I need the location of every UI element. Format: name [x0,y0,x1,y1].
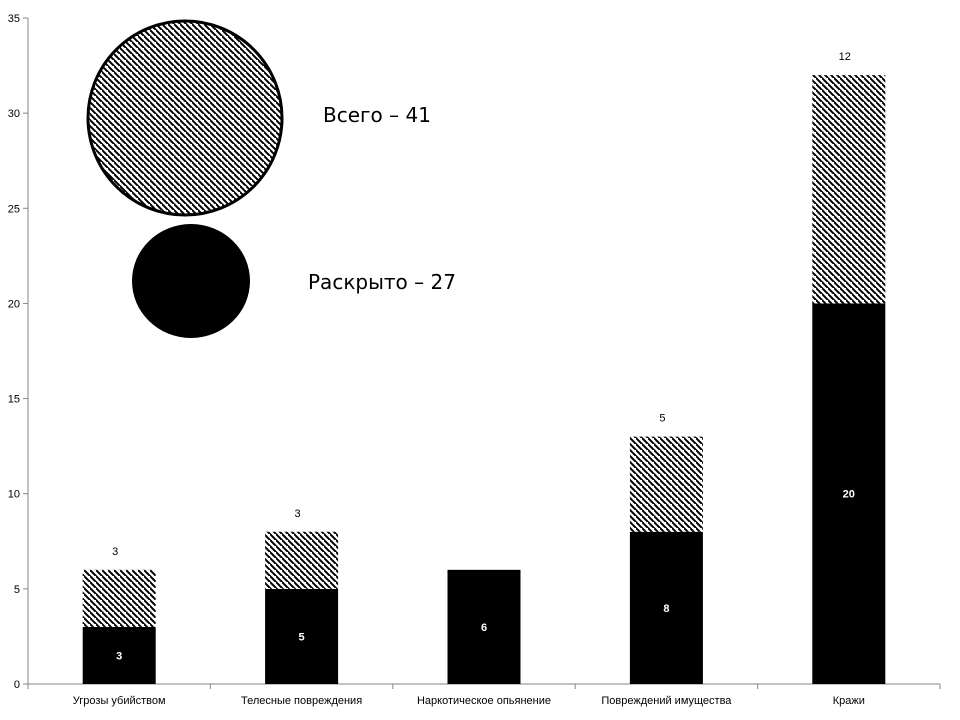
bar-total-remainder [82,569,156,627]
legend: Всего – 41 Раскрыто – 27 [86,19,456,338]
legend-total-marker [86,19,284,217]
y-tick-label: 10 [8,489,20,501]
y-tick-label: 5 [14,584,20,596]
bar-solved [447,569,521,684]
data-labels: 3 3 5 3 6 8 5 20 12 [112,51,855,662]
data-label-solved: 5 [299,631,305,643]
y-tick-label: 0 [14,679,20,691]
bar-solved [265,588,339,684]
x-category-label: Повреждений имущества [601,695,732,707]
x-category-label: Угрозы убийством [73,695,166,707]
data-label-solved: 20 [843,489,855,501]
data-label-solved: 6 [481,622,487,634]
data-label-total: 5 [659,413,665,425]
y-tick-label: 20 [8,298,20,310]
bar-solved [82,626,156,684]
x-category-label: Телесные повреждения [241,695,362,707]
bar-total-remainder [265,531,339,589]
y-tick-label: 25 [8,203,20,215]
y-tick-label: 35 [8,13,20,25]
data-label-solved: 3 [116,650,122,662]
bar-total-remainder [812,75,886,304]
bars [82,75,886,684]
legend-solved-marker [132,224,250,338]
x-category-label: Кражи [833,695,865,707]
bar-total-remainder [629,436,703,532]
legend-total-label: Всего – 41 [323,103,431,127]
data-label-solved: 8 [663,603,669,615]
legend-solved-label: Раскрыто – 27 [308,270,456,294]
data-label-total: 3 [295,508,301,520]
data-label-total: 3 [112,546,118,558]
data-label-total: 12 [839,51,851,63]
bar-solved [812,303,886,684]
y-tick-label: 15 [8,394,20,406]
bar-solved [629,531,703,684]
y-tick-label: 30 [8,108,20,120]
x-category-label: Наркотическое опьянение [417,695,551,707]
